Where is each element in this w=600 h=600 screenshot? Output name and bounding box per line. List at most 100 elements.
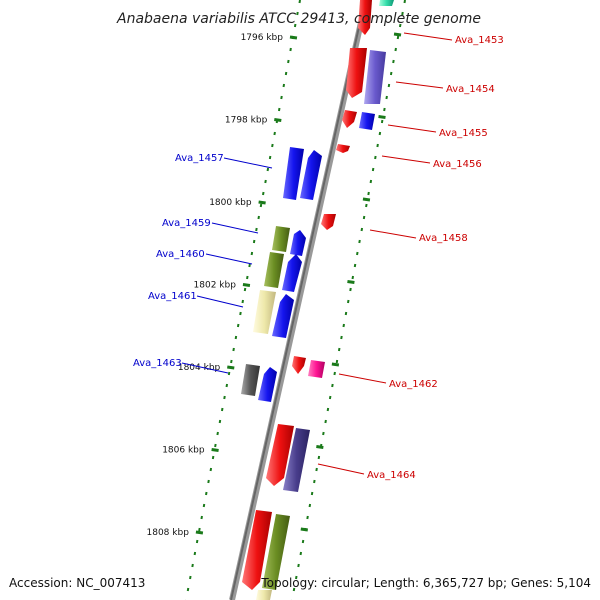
gene-label-Ava_1458[interactable]: Ava_1458 — [419, 233, 468, 244]
guide-dot-outer — [205, 491, 208, 496]
guide-dot-inner — [376, 143, 379, 148]
gene-Ava_1463[interactable] — [241, 364, 277, 402]
guide-dot-inner — [313, 479, 316, 484]
tick-mark-inner — [331, 362, 340, 367]
tick-label: 1802 kbp — [194, 281, 237, 291]
tick-mark-inner — [316, 445, 324, 449]
guide-dot-inner — [335, 359, 339, 364]
guide-dot-inner — [358, 239, 361, 244]
guide-dot-inner — [337, 347, 341, 352]
tick-label: 1804 kbp — [178, 363, 221, 373]
guide-dot-inner — [403, 0, 406, 4]
tick-mark — [258, 200, 266, 205]
tick-mark-inner — [300, 527, 309, 532]
guide-dot-outer — [257, 215, 260, 220]
guide-dot-inner — [380, 119, 384, 124]
guide-dot-outer — [218, 419, 222, 424]
guide-dot-outer — [189, 575, 192, 580]
tick-label: 1796 kbp — [241, 33, 284, 43]
tick-label: 1808 kbp — [147, 528, 190, 538]
gene-Ava_1461[interactable] — [253, 290, 294, 338]
tick-label: 1806 kbp — [162, 446, 205, 456]
accession-text: Accession: NC_007413 — [9, 576, 145, 590]
guide-dot-inner — [353, 263, 357, 268]
gene-Ava_1456[interactable] — [336, 144, 350, 153]
gene-label-Ava_1457[interactable]: Ava_1457 — [175, 153, 224, 164]
guide-dot-outer — [200, 515, 203, 520]
gene-Ava_1462[interactable] — [292, 356, 325, 378]
gene-label-Ava_1463[interactable]: Ava_1463 — [133, 358, 182, 369]
guide-dot-inner — [297, 563, 300, 568]
tick-mark-inner — [393, 32, 402, 37]
guide-dot-inner — [369, 179, 373, 184]
guide-dot-outer — [287, 59, 290, 64]
guide-dot-outer — [264, 179, 267, 184]
gene-label-Ava_1455[interactable]: Ava_1455 — [439, 128, 488, 139]
topology-text: Topology: circular; Length: 6,365,727 bp… — [260, 576, 591, 590]
gene-Ava_1455[interactable] — [342, 110, 375, 130]
guide-dot-inner — [340, 335, 343, 340]
gene-label-Ava_1459[interactable]: Ava_1459 — [162, 218, 211, 229]
guide-dot-outer — [211, 455, 215, 460]
gene-Ava_1458[interactable] — [321, 214, 336, 230]
gene-Ava_1464[interactable] — [266, 424, 310, 492]
guide-dot-outer — [216, 431, 219, 436]
guide-dot-inner — [326, 407, 330, 412]
guide-dot-outer — [209, 467, 213, 472]
gene-label-Ava_1460[interactable]: Ava_1460 — [156, 249, 205, 260]
guide-dot-outer — [255, 227, 258, 232]
gene-labels: Ava_1453 Ava_1454 Ava_1455 Ava_1456 Ava_… — [133, 35, 504, 481]
guide-dot-outer — [232, 347, 235, 352]
guide-dot-inner — [292, 587, 296, 592]
guide-dot-outer — [241, 299, 244, 304]
guide-dot-inner — [351, 275, 355, 280]
gene-Ava_1453[interactable] — [358, 0, 372, 35]
guide-dot-inner — [401, 11, 404, 16]
gene-Ava_1460[interactable] — [264, 252, 302, 292]
guide-dot-outer — [289, 47, 292, 52]
guide-dot-inner — [342, 323, 345, 328]
guide-dot-inner — [387, 83, 391, 88]
gene-fragment-top — [379, 0, 394, 6]
guide-dot-outer — [214, 443, 217, 448]
guide-dot-outer — [202, 503, 206, 508]
gene-label-Ava_1462[interactable]: Ava_1462 — [389, 379, 438, 390]
guide-dot-inner — [322, 431, 325, 436]
guide-dot-inner — [301, 539, 305, 544]
guide-dot-inner — [333, 371, 336, 376]
guide-dot-inner — [371, 167, 375, 172]
guide-dot-inner — [324, 419, 327, 424]
guide-dot-outer — [282, 83, 286, 88]
guide-dot-inner — [347, 299, 350, 304]
guide-dot-outer — [198, 527, 201, 532]
gene-Ava_1454[interactable] — [346, 48, 386, 104]
guide-dot-outer — [250, 251, 254, 256]
guide-dot-inner — [295, 575, 298, 580]
guide-dot-outer — [236, 323, 240, 328]
guide-dot-outer — [243, 287, 247, 292]
gene-label-Ava_1454[interactable]: Ava_1454 — [446, 84, 495, 95]
guide-dot-outer — [298, 0, 301, 4]
guide-dot-inner — [383, 107, 386, 112]
guide-dot-inner — [367, 191, 370, 196]
gene-label-Ava_1456[interactable]: Ava_1456 — [433, 159, 482, 170]
guide-dot-inner — [299, 551, 303, 556]
guide-dot-outer — [284, 71, 288, 76]
guide-dot-outer — [262, 191, 265, 196]
guide-dot-inner — [398, 23, 402, 28]
gene-Ava_1457[interactable] — [283, 147, 322, 200]
tick-track: 1796 kbp 1798 kbp 1800 kbp 1802 kbp 1804 kbp… — [147, 32, 402, 538]
genome-backbone — [229, 0, 369, 600]
gene-Ava_1459[interactable] — [272, 226, 306, 256]
guide-dot-outer — [248, 263, 251, 268]
guide-dot-inner — [392, 59, 395, 64]
tick-mark — [289, 35, 298, 40]
guide-dot-inner — [349, 287, 352, 292]
guide-dot-outer — [296, 11, 299, 16]
gene-label-Ava_1461[interactable]: Ava_1461 — [148, 291, 197, 302]
tick-label: 1798 kbp — [225, 116, 268, 126]
gene-label-Ava_1453[interactable]: Ava_1453 — [455, 35, 504, 46]
gene-label-Ava_1464[interactable]: Ava_1464 — [367, 470, 416, 481]
gene-bottom-1 — [242, 510, 290, 600]
